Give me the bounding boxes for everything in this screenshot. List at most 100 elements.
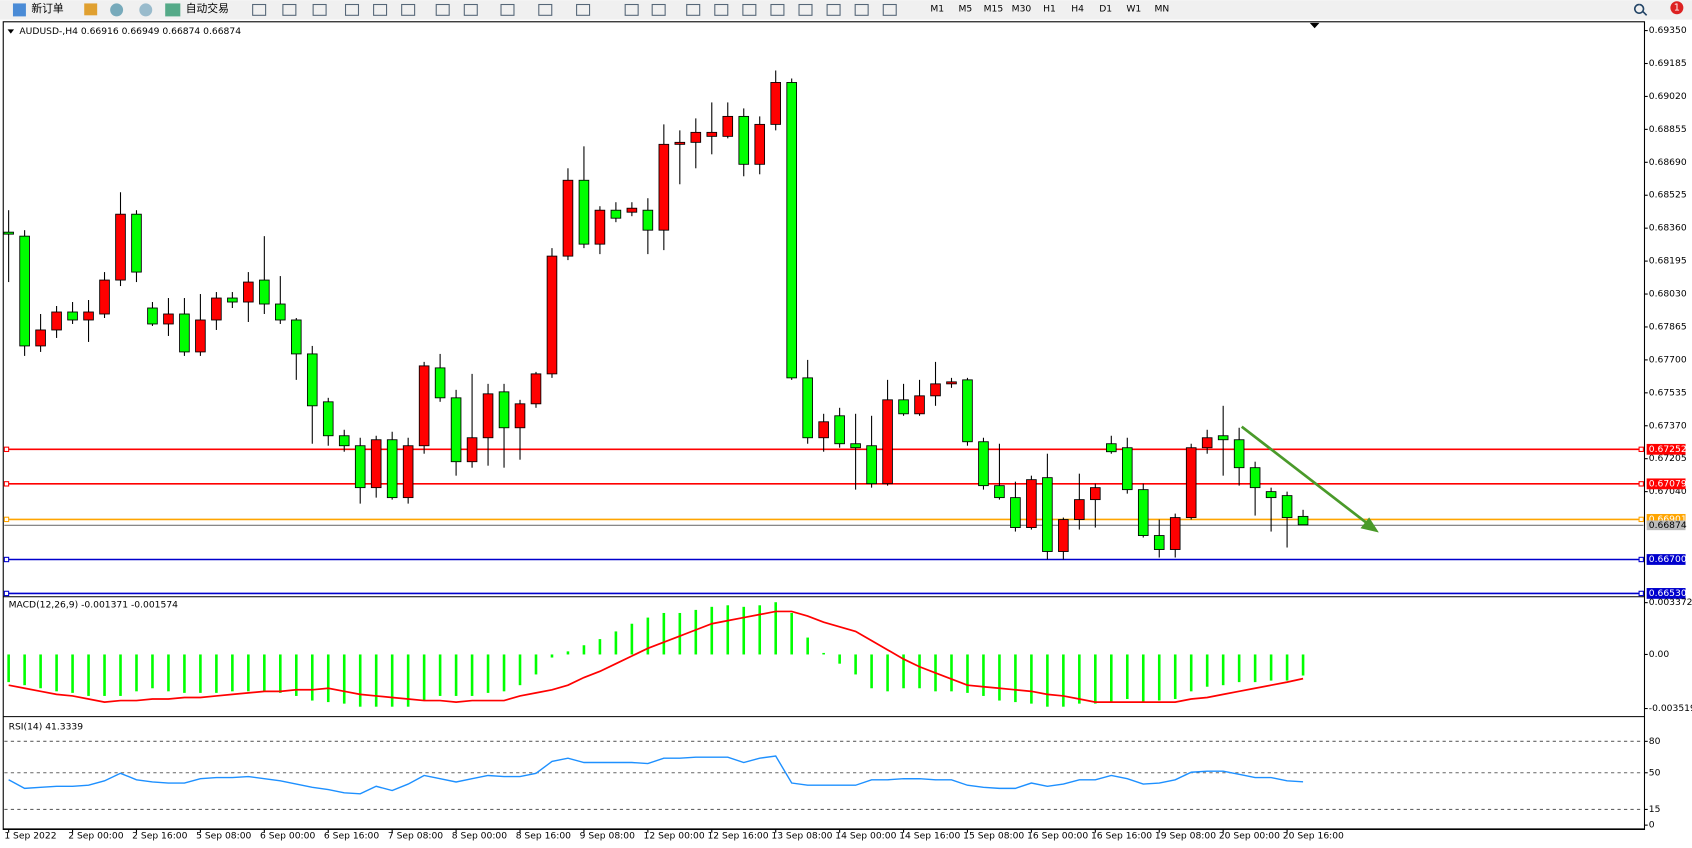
tool-button[interactable] (576, 3, 591, 16)
level-handle (3, 516, 10, 523)
timeframe-button[interactable]: M5 (958, 3, 972, 14)
macd-bar (1173, 654, 1177, 700)
macd-bar (1125, 654, 1129, 700)
tool-button[interactable] (714, 3, 729, 16)
macd-bar (566, 651, 570, 655)
tool-button[interactable] (401, 3, 416, 16)
tool-button[interactable] (500, 3, 515, 16)
tool-button[interactable] (463, 3, 478, 16)
candle-body (594, 209, 606, 245)
tool-icon[interactable] (139, 3, 153, 17)
tool-button[interactable] (798, 3, 813, 16)
x-tick-label: 14 Sep 00:00 (835, 830, 896, 841)
notification-badge[interactable] (1670, 1, 1684, 15)
y-tick-label: 0.67040 (1649, 486, 1687, 497)
candle-body (562, 179, 574, 257)
tool-button[interactable] (882, 3, 897, 16)
auto-trade-button[interactable]: 自动交易 (186, 2, 229, 15)
tool-button[interactable] (344, 3, 360, 16)
candle-body (1265, 491, 1277, 499)
y-tick-label: 15 (1649, 804, 1661, 815)
macd-bar (854, 654, 857, 675)
tool-button[interactable] (373, 3, 388, 16)
timeframe-button[interactable]: H4 (1071, 3, 1084, 14)
timeframe-button[interactable]: M15 (984, 3, 1004, 14)
candle-body (402, 445, 414, 499)
macd-bar (1030, 654, 1033, 704)
macd-bar (694, 609, 698, 655)
candle-body (642, 209, 654, 231)
timeframe-button[interactable]: D1 (1099, 3, 1112, 14)
x-tick-label: 8 Sep 16:00 (516, 830, 571, 841)
trend-arrow (1240, 425, 1375, 530)
tool-icon[interactable] (110, 3, 124, 17)
tool-button[interactable] (854, 3, 869, 16)
y-tick-label: 0.68525 (1649, 190, 1687, 201)
macd-bar (518, 654, 522, 686)
candle-body (962, 379, 973, 443)
macd-bar (1014, 654, 1017, 703)
bid-tag (1646, 520, 1686, 531)
candle-body (35, 329, 46, 347)
macd-bar (774, 602, 778, 655)
macd-bar (199, 654, 202, 693)
candle-body (866, 445, 877, 485)
toolbar-bg (0, 0, 1692, 20)
tool-button[interactable] (624, 3, 639, 16)
macd-bar (119, 654, 122, 696)
tool-button[interactable] (742, 3, 757, 16)
macd-bar (502, 654, 506, 692)
candle-body (322, 401, 334, 437)
timeframe-button[interactable]: M1 (930, 3, 944, 14)
macd-bar (1189, 654, 1193, 692)
macd-bar (167, 654, 170, 692)
macd-bar (886, 654, 889, 692)
tool-button[interactable] (686, 3, 701, 16)
macd-bar (1046, 654, 1049, 707)
x-tick-label: 20 Sep 16:00 (1283, 830, 1344, 841)
candle-body (674, 141, 686, 145)
level-tag-label: 0.67079 (1649, 478, 1687, 489)
tool-icon[interactable] (84, 3, 98, 16)
candle-body (1074, 499, 1085, 521)
tool-button[interactable] (282, 3, 297, 16)
timeframe-button[interactable]: W1 (1126, 3, 1141, 14)
auto-trade-icon[interactable] (165, 3, 181, 17)
macd-bar (231, 654, 234, 692)
macd-bar (406, 654, 410, 707)
macd-bar (151, 654, 154, 689)
macd-bar (678, 612, 682, 655)
timeframe-button[interactable]: MN (1154, 3, 1169, 14)
macd-bar (454, 654, 458, 696)
level-handle (1638, 481, 1644, 487)
candle-body (834, 415, 845, 445)
new-order-button[interactable]: 新订单 (31, 2, 64, 15)
level-handle (1638, 590, 1644, 597)
new-order-icon[interactable] (12, 3, 26, 17)
candle-body (1042, 477, 1053, 552)
candle-body (67, 311, 78, 321)
tool-button[interactable] (826, 3, 841, 16)
macd-bar (1062, 654, 1065, 707)
timeframe-button[interactable]: M30 (1012, 3, 1032, 14)
tool-button[interactable] (435, 3, 450, 16)
candle-body (978, 441, 989, 487)
macd-bar (598, 639, 602, 655)
macd-bar (247, 654, 250, 692)
timeframes: M1 M5 M15 M30 H1 H4 D1 W1 MN (930, 3, 1169, 14)
candle-body (131, 213, 142, 273)
tool-button[interactable] (312, 3, 327, 16)
y-tick-label: 0.68360 (1649, 223, 1687, 234)
tool-button[interactable] (651, 3, 666, 16)
macd-bar (1285, 654, 1289, 681)
tool-button[interactable] (538, 3, 553, 16)
tool-button[interactable] (252, 3, 267, 16)
candle-body (578, 179, 590, 245)
tool-button[interactable] (770, 3, 785, 16)
candle-body (882, 399, 893, 485)
collapse-arrow[interactable] (7, 29, 15, 34)
toolbar-icons (252, 3, 897, 16)
timeframe-button[interactable]: H1 (1043, 3, 1056, 14)
macd-bar (982, 654, 985, 696)
search-icon[interactable] (1634, 3, 1648, 16)
